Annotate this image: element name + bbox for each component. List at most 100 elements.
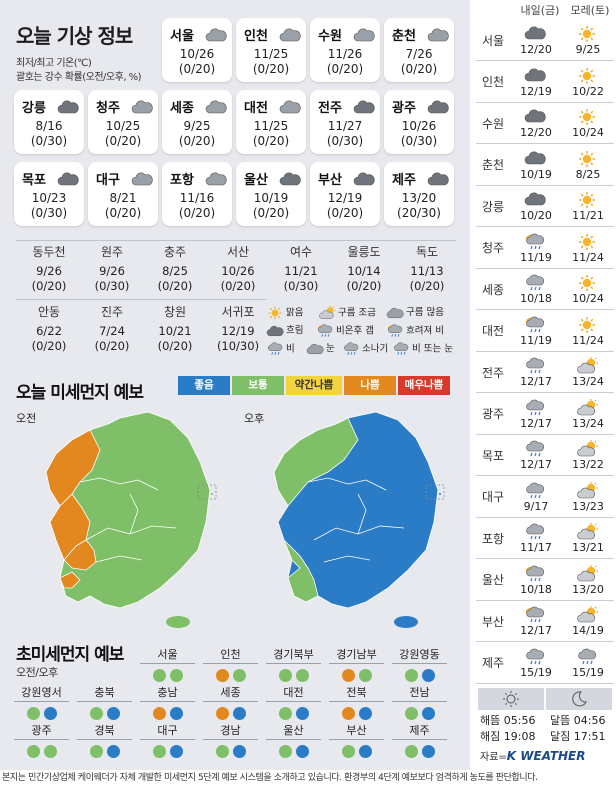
overcast-icon	[427, 99, 449, 114]
city-prob: (0/20)	[346, 279, 382, 293]
pm-dot	[421, 669, 435, 682]
am-dot	[152, 745, 166, 758]
forecast-row: 청주 11/19 11/24	[476, 227, 614, 269]
am-dot	[341, 745, 355, 758]
forecast-city: 포항	[481, 531, 505, 546]
city-prob: (0/20)	[31, 339, 67, 353]
rain-icon	[524, 523, 546, 540]
pm-dot	[232, 745, 246, 758]
forecast-row: 대구 9/17 13/23	[476, 476, 614, 518]
legend-label: 눈	[326, 343, 335, 354]
city-temp: 11/16	[179, 191, 215, 205]
legend-few-clouds-icon	[318, 305, 336, 320]
sunrain-icon	[524, 565, 546, 581]
city-name: 대구	[96, 173, 120, 188]
legend-overcast-icon	[266, 325, 284, 336]
sunrain-icon	[524, 233, 546, 249]
legend-item-rain: 비	[264, 340, 295, 358]
pm-dot	[358, 745, 372, 758]
forecast-city: 수원	[481, 116, 505, 131]
city-temp: 6/22	[36, 324, 62, 338]
city-temp: 11/21	[284, 264, 318, 278]
fine-title: 초미세먼지 예보	[16, 645, 124, 665]
am-dot	[152, 669, 166, 682]
day1-temp: 11/19	[520, 250, 552, 264]
city-card-12: 포항 11/16 (0/20)	[162, 162, 232, 226]
day1-header: 내일(금)	[520, 4, 560, 17]
city-prob: (0/20)	[104, 206, 142, 220]
am-dot	[26, 707, 40, 720]
city-temp: 9/26	[36, 264, 62, 278]
source: 자료=K WEATHER	[480, 748, 586, 763]
region-name: 부산	[329, 722, 384, 740]
fine-dust-12: 광주	[14, 722, 69, 758]
city-name: 인천	[244, 29, 268, 44]
forecast-row: 제주 15/19 15/19	[476, 642, 614, 684]
region-name: 충북	[77, 684, 132, 702]
region-name: 강원영동	[392, 646, 447, 664]
day1-temp: 10/19	[520, 167, 552, 181]
city-name: 제주	[392, 173, 416, 188]
city-temp: 10/19	[253, 191, 289, 205]
city-card-15: 제주 13/20 (20/30)	[384, 162, 454, 226]
region-name: 울산	[266, 722, 321, 740]
city-name: 동두천	[32, 245, 66, 259]
suncloud-icon	[576, 357, 598, 374]
legend-item-rainsnow: 비 또는 눈	[390, 340, 453, 358]
city-card-13: 울산 10/19 (0/20)	[236, 162, 306, 226]
forecast-city: 청주	[481, 241, 505, 255]
city-temp: 11/25	[253, 47, 289, 61]
am-dot	[215, 669, 229, 682]
city-name: 창원	[163, 305, 187, 319]
region-name: 광주	[14, 722, 69, 740]
region-name: 인천	[203, 646, 258, 664]
pm-dot	[358, 669, 372, 682]
rain-icon	[524, 274, 546, 291]
pm-dot	[169, 707, 183, 720]
overcast-icon	[353, 171, 375, 186]
sunrise-time: 05:56	[503, 714, 536, 727]
am-dot	[278, 669, 292, 682]
city-prob: (0/30)	[94, 279, 130, 293]
pm-dot	[295, 669, 309, 682]
sunny-icon	[576, 150, 598, 167]
city-temp: 9/26	[99, 264, 125, 278]
day1-temp: 15/19	[520, 665, 552, 679]
city-name: 목포	[22, 173, 46, 188]
city-prob: (0/20)	[220, 279, 256, 293]
city-temp: 13/20	[401, 191, 437, 205]
legend-label: 흐림	[286, 325, 304, 336]
fine-dust-9: 대전	[266, 684, 321, 720]
overcast-icon	[353, 99, 375, 114]
forecast-city: 부산	[481, 614, 505, 629]
day1-temp: 10/18	[520, 292, 552, 305]
subtitle-temp: 최저/최고 기온(℃)	[16, 58, 92, 69]
city-prob: (20/30)	[397, 206, 441, 220]
region-name: 서울	[140, 646, 195, 664]
city-temp: 11/25	[253, 119, 289, 133]
city-temp: 10/25	[105, 119, 141, 133]
day1-temp: 12/19	[520, 84, 552, 98]
forecast-row: 세종 10/18 10/24	[476, 269, 614, 310]
legend-label: 구름 조금	[338, 307, 376, 319]
forecast-city: 춘천	[481, 158, 505, 172]
sunset-time: 19:08	[503, 730, 536, 743]
city-card-0: 서울 10/26 (0/20)	[162, 18, 232, 82]
forecast-city: 인천	[481, 75, 505, 89]
cloudy-icon	[279, 99, 301, 114]
city-cell-6: 독도 11/13 (0/20)	[394, 240, 460, 293]
legend-label: 흐려져 비	[406, 325, 444, 337]
day1-temp: 12/17	[520, 624, 552, 637]
forecast-row: 춘천 10/19 8/25	[476, 144, 614, 186]
pm-dot	[421, 745, 435, 758]
pm-dot	[169, 669, 183, 682]
legend-rain-clearing-icon	[316, 324, 334, 338]
dust-scale-0: 좋음	[178, 376, 230, 395]
day1-temp: 11/17	[520, 541, 552, 554]
sunrain-icon	[524, 316, 546, 332]
moonrise-label: 달뜸	[550, 714, 571, 727]
city-card-1: 인천 11/25 (0/20)	[236, 18, 306, 82]
legend-snow-icon	[306, 343, 324, 354]
city-name: 독도	[415, 245, 439, 259]
sunset-label: 해짐	[480, 730, 501, 743]
